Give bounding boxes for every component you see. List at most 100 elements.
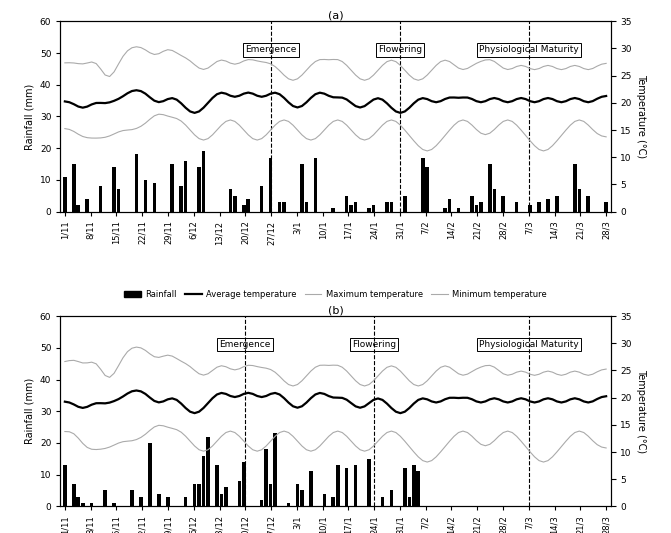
Bar xyxy=(179,186,183,212)
Bar xyxy=(85,199,89,212)
Bar xyxy=(139,497,143,506)
Bar xyxy=(350,205,353,212)
Bar xyxy=(474,205,478,212)
Bar xyxy=(72,164,76,212)
Bar xyxy=(287,503,291,506)
Bar xyxy=(331,208,335,212)
Bar xyxy=(390,202,393,212)
Bar xyxy=(345,469,348,506)
Legend: Rainfall, Average temperature, Maximum temperature, Minimum temperature: Rainfall, Average temperature, Maximum t… xyxy=(121,287,550,302)
Bar xyxy=(148,443,152,506)
Bar xyxy=(403,469,407,506)
Y-axis label: Rainfall (mm): Rainfall (mm) xyxy=(24,83,34,150)
Text: Physiological Maturity: Physiological Maturity xyxy=(479,340,578,349)
Y-axis label: Temperature (°C): Temperature (°C) xyxy=(635,75,646,158)
Bar xyxy=(323,494,326,506)
Bar xyxy=(117,189,120,212)
Bar xyxy=(331,497,335,506)
Bar xyxy=(260,186,264,212)
Bar xyxy=(224,487,227,506)
Bar xyxy=(515,202,519,212)
Bar xyxy=(444,208,447,212)
Bar xyxy=(605,202,608,212)
Bar xyxy=(390,490,393,506)
Bar xyxy=(130,490,134,506)
Text: Emergence: Emergence xyxy=(219,340,271,349)
Bar xyxy=(380,497,384,506)
Bar xyxy=(448,199,452,212)
Title: (b): (b) xyxy=(327,305,344,316)
Bar xyxy=(488,164,492,212)
Bar xyxy=(470,196,474,212)
Bar xyxy=(229,189,232,212)
Bar xyxy=(313,158,317,212)
Bar xyxy=(493,189,496,212)
Bar xyxy=(76,497,80,506)
Bar xyxy=(345,196,348,212)
Bar xyxy=(197,167,201,212)
Text: Physiological Maturity: Physiological Maturity xyxy=(479,45,578,54)
Bar xyxy=(246,199,250,212)
Bar xyxy=(354,465,358,506)
Bar xyxy=(112,503,116,506)
Bar xyxy=(372,205,375,212)
Bar xyxy=(238,481,241,506)
Text: Flowering: Flowering xyxy=(378,45,422,54)
Bar xyxy=(144,180,147,212)
Bar xyxy=(501,196,505,212)
Bar xyxy=(537,202,541,212)
Text: Emergence: Emergence xyxy=(246,45,297,54)
Bar xyxy=(555,196,559,212)
Bar xyxy=(202,456,205,506)
Bar xyxy=(336,465,340,506)
Bar xyxy=(273,433,277,506)
Bar xyxy=(90,503,93,506)
Title: (a): (a) xyxy=(327,11,344,21)
Bar xyxy=(63,465,66,506)
Bar xyxy=(99,186,103,212)
Bar xyxy=(63,176,66,212)
Bar xyxy=(528,205,532,212)
Bar xyxy=(407,497,411,506)
Bar xyxy=(76,205,80,212)
Y-axis label: Temperature (°C): Temperature (°C) xyxy=(635,369,646,453)
Y-axis label: Rainfall (mm): Rainfall (mm) xyxy=(24,378,34,445)
Bar xyxy=(193,484,197,506)
Bar xyxy=(309,472,313,506)
Bar xyxy=(367,208,371,212)
Bar xyxy=(269,158,272,212)
Bar xyxy=(479,202,482,212)
Bar xyxy=(269,484,272,506)
Bar xyxy=(166,497,170,506)
Bar xyxy=(170,164,174,212)
Bar xyxy=(586,196,590,212)
Bar xyxy=(457,208,460,212)
Bar xyxy=(219,494,223,506)
Bar xyxy=(300,164,304,212)
Bar xyxy=(403,196,407,212)
Bar xyxy=(242,462,246,506)
Bar xyxy=(385,202,389,212)
Bar xyxy=(354,202,358,212)
Bar xyxy=(421,158,425,212)
Bar xyxy=(184,161,187,212)
Bar xyxy=(546,199,550,212)
Bar xyxy=(197,484,201,506)
Bar xyxy=(278,202,281,212)
Bar xyxy=(242,205,246,212)
Bar xyxy=(103,490,107,506)
Bar xyxy=(578,189,581,212)
Bar xyxy=(296,484,299,506)
Bar xyxy=(202,151,205,212)
Bar xyxy=(300,490,304,506)
Bar xyxy=(425,167,429,212)
Bar xyxy=(112,167,116,212)
Bar xyxy=(233,196,237,212)
Bar xyxy=(81,503,85,506)
Bar xyxy=(260,500,264,506)
Bar xyxy=(417,472,420,506)
Bar xyxy=(157,494,160,506)
Bar xyxy=(412,465,415,506)
Bar xyxy=(573,164,576,212)
Bar xyxy=(305,202,308,212)
